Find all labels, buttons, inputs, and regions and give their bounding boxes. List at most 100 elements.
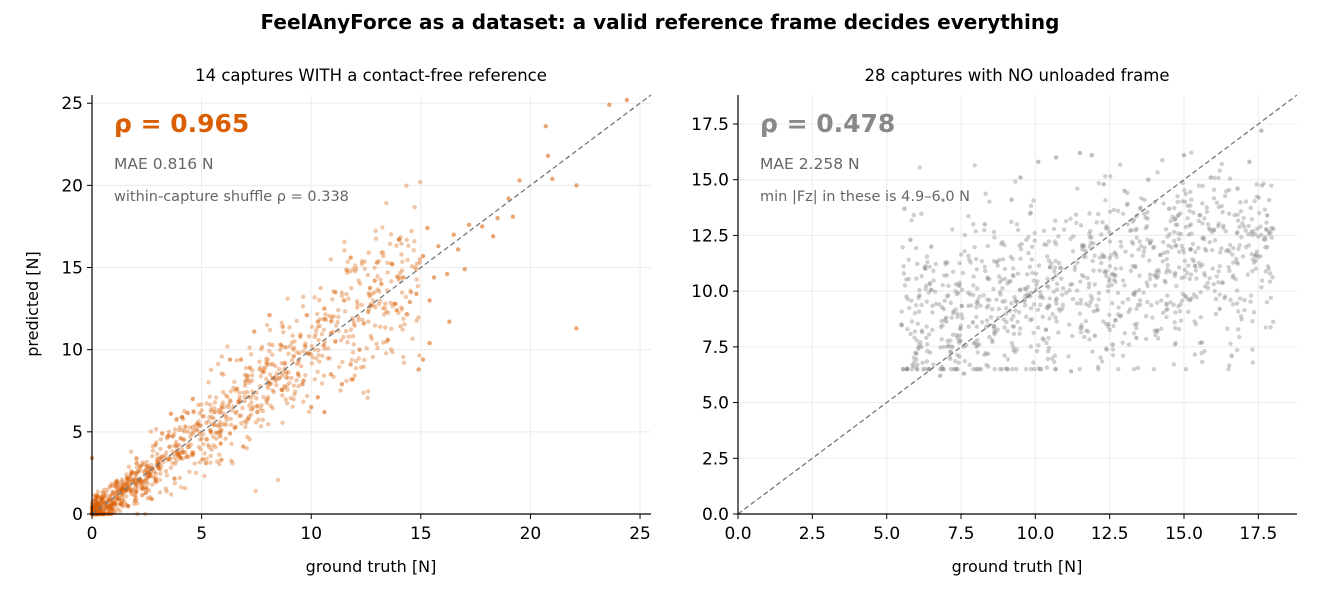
point — [940, 283, 945, 288]
point — [1060, 286, 1066, 291]
point — [308, 351, 314, 357]
point — [1018, 256, 1023, 261]
point — [1037, 366, 1043, 372]
point — [1174, 284, 1179, 289]
point — [984, 318, 990, 323]
point — [188, 431, 194, 436]
point — [279, 320, 284, 326]
point — [204, 401, 209, 406]
point — [214, 395, 219, 400]
point — [99, 501, 104, 507]
point — [1197, 212, 1203, 218]
point — [1009, 340, 1015, 346]
point — [180, 428, 185, 433]
point — [1179, 298, 1185, 303]
point — [946, 283, 951, 288]
point — [113, 500, 118, 505]
point — [912, 335, 917, 340]
point — [1034, 349, 1040, 354]
point — [231, 385, 236, 391]
point — [998, 292, 1003, 297]
data-point-48 — [309, 404, 314, 410]
point — [1143, 215, 1148, 220]
point — [294, 318, 299, 324]
point — [1104, 321, 1109, 327]
point — [1221, 225, 1226, 231]
point — [1118, 239, 1123, 245]
point — [331, 313, 337, 319]
point — [1163, 227, 1169, 232]
point — [233, 424, 239, 429]
point — [216, 429, 222, 435]
point — [1250, 319, 1255, 324]
point — [408, 290, 414, 295]
point — [1113, 279, 1118, 284]
point — [982, 264, 987, 269]
point — [321, 343, 326, 348]
point — [383, 351, 389, 356]
point — [295, 371, 301, 377]
point — [1191, 292, 1197, 297]
point — [1010, 272, 1015, 278]
point — [1096, 180, 1101, 186]
point — [1066, 322, 1072, 327]
point — [1164, 270, 1169, 275]
point — [1133, 264, 1138, 269]
point — [1251, 260, 1257, 265]
point — [219, 406, 225, 411]
data-point-61 — [252, 329, 257, 334]
point — [183, 424, 188, 429]
point — [1258, 224, 1263, 229]
point — [942, 273, 947, 278]
point — [250, 404, 256, 410]
point — [117, 508, 123, 514]
point — [116, 486, 121, 491]
point — [408, 288, 413, 294]
point — [144, 485, 149, 490]
point — [245, 416, 250, 421]
point — [1118, 244, 1124, 249]
point — [229, 441, 234, 446]
point — [196, 444, 202, 450]
point — [1006, 279, 1012, 284]
point — [111, 483, 116, 489]
point — [1031, 302, 1037, 307]
data-point-83 — [113, 480, 119, 485]
point — [361, 364, 366, 370]
point — [250, 406, 256, 412]
point — [330, 297, 335, 302]
point — [117, 483, 123, 489]
point — [1078, 329, 1084, 335]
point — [259, 344, 265, 350]
point — [182, 429, 187, 434]
point — [1190, 241, 1196, 247]
point — [1198, 315, 1203, 320]
point — [210, 434, 216, 439]
point — [353, 365, 359, 371]
point — [928, 287, 934, 293]
point — [289, 358, 295, 363]
point — [119, 488, 124, 493]
point — [1002, 298, 1008, 304]
point — [415, 283, 421, 289]
point — [172, 427, 178, 432]
point — [351, 267, 356, 272]
data-point-19 — [1077, 150, 1083, 156]
point — [333, 338, 338, 344]
point — [265, 383, 270, 388]
x-tick-label-5: 12.5 — [1091, 524, 1129, 544]
data-point-50 — [341, 298, 347, 303]
point — [992, 235, 997, 240]
point — [1108, 253, 1114, 258]
point — [119, 492, 125, 498]
point — [97, 501, 102, 507]
point — [177, 475, 183, 481]
point — [1127, 307, 1133, 312]
point — [1194, 294, 1199, 300]
point — [1073, 212, 1079, 217]
point — [134, 500, 140, 506]
point — [1193, 268, 1199, 273]
point — [922, 366, 928, 372]
x-axis-label-no-unloaded-frame: ground truth [N] — [952, 557, 1083, 576]
